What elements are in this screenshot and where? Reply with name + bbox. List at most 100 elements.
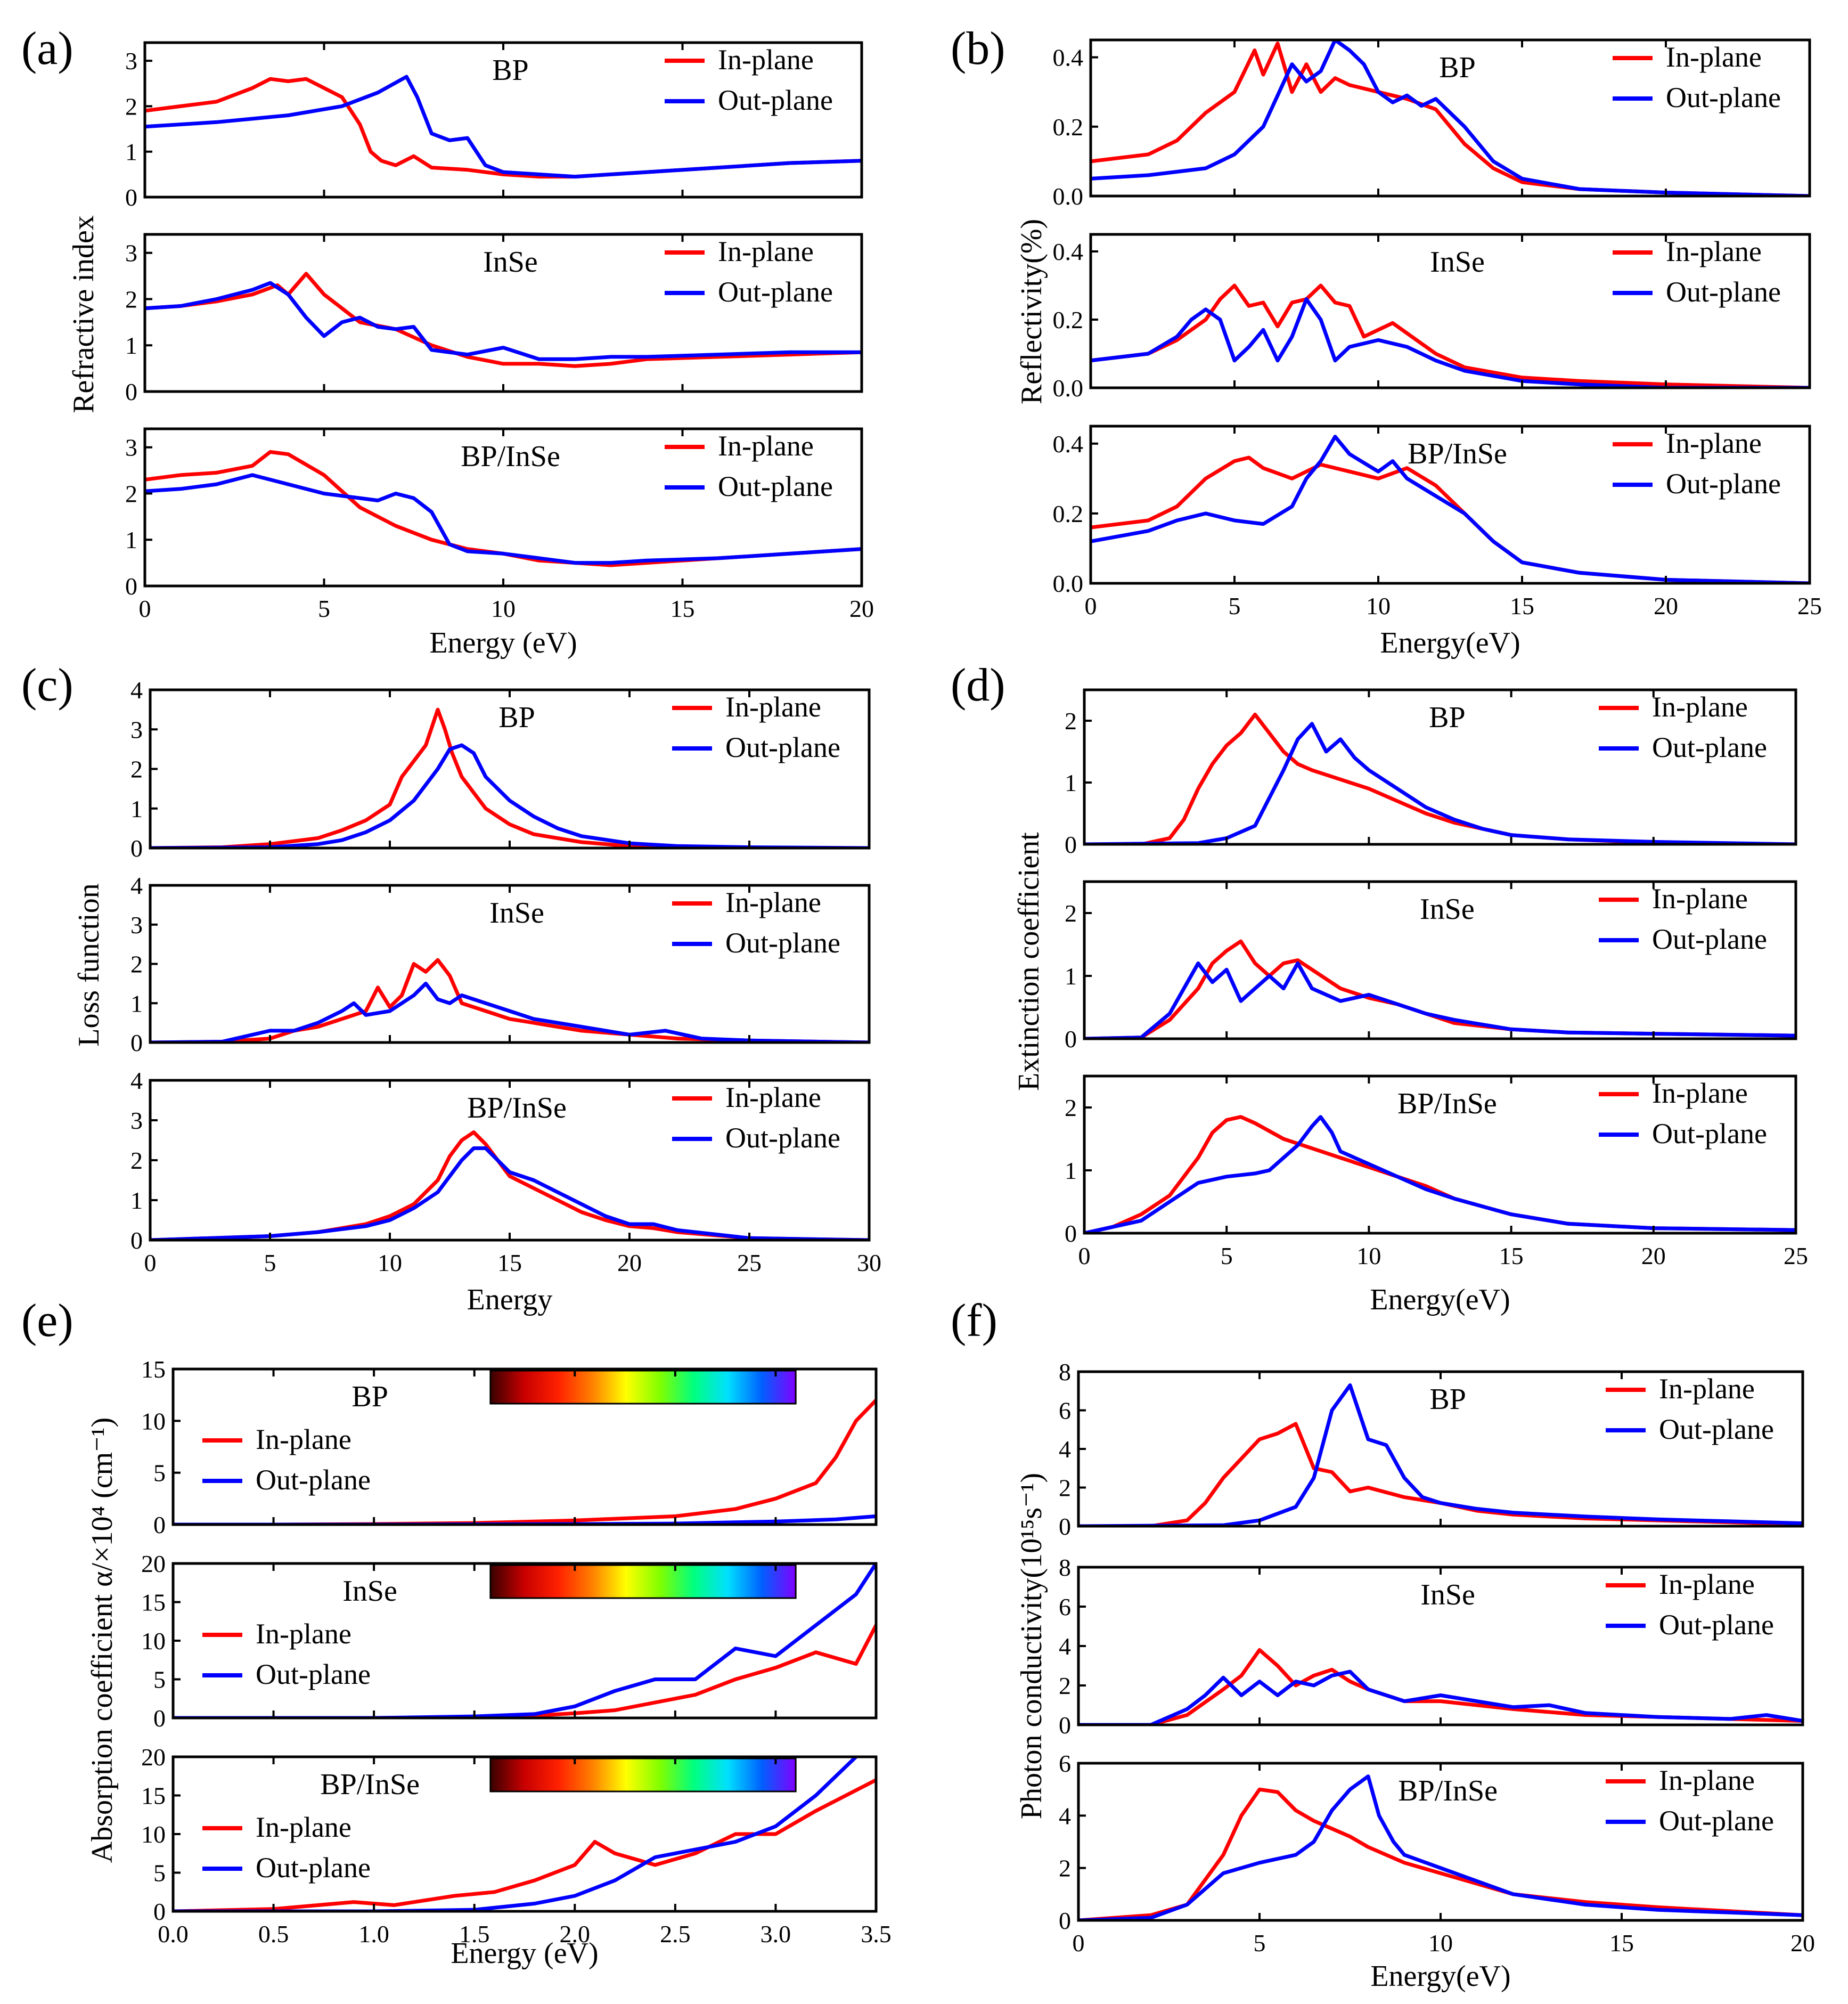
legend-label-in-plane: In-plane bbox=[256, 1811, 351, 1843]
x-tick-label: 0 bbox=[144, 1249, 157, 1276]
y-tick-label: 0.4 bbox=[1053, 430, 1084, 458]
panel-label: (c) bbox=[21, 659, 73, 711]
y-tick-label: 0 bbox=[1059, 1513, 1071, 1540]
y-tick-label: 1 bbox=[130, 795, 143, 822]
legend-label-in-plane: In-plane bbox=[1666, 41, 1762, 73]
legend-label-in-plane: In-plane bbox=[725, 886, 821, 918]
y-tick-label: 0 bbox=[1059, 1907, 1071, 1934]
legend-label-out-plane: Out-plane bbox=[1659, 1609, 1774, 1641]
y-tick-label: 4 bbox=[1059, 1633, 1071, 1660]
x-tick-label: 0 bbox=[1073, 1929, 1085, 1957]
y-tick-label: 0 bbox=[153, 1705, 166, 1732]
material-label: InSe bbox=[489, 897, 544, 930]
subplot-bp-inse: 0 5 10 15 20 0.0 0.5 1.0 1.5 2.0 2.5 3.0 3.5 BP/InSe I… bbox=[141, 1744, 892, 1948]
y-tick-label: 0.4 bbox=[1053, 44, 1084, 71]
series-line-out-plane bbox=[145, 473, 862, 565]
series-line-out-plane bbox=[150, 743, 869, 848]
material-label: BP/InSe bbox=[467, 1091, 567, 1125]
y-tick-label: 3 bbox=[130, 911, 143, 939]
panel-label: (a) bbox=[21, 23, 73, 75]
y-axis-label: Absorption coefficient α/×10⁴ (cm⁻¹) bbox=[86, 1418, 119, 1863]
y-tick-label: 0 bbox=[125, 378, 137, 405]
y-tick-label: 6 bbox=[1059, 1750, 1071, 1777]
x-tick-label: 25 bbox=[1797, 592, 1822, 620]
x-tick-label: 30 bbox=[857, 1249, 881, 1276]
y-tick-label: 2 bbox=[1059, 1855, 1071, 1882]
y-tick-label: 0.0 bbox=[1053, 183, 1084, 210]
legend-label-in-plane: In-plane bbox=[1652, 1077, 1748, 1109]
x-tick-label: 10 bbox=[1366, 592, 1391, 620]
y-tick-label: 0 bbox=[1059, 1712, 1071, 1739]
y-tick-label: 10 bbox=[141, 1627, 166, 1655]
x-tick-label: 25 bbox=[1784, 1242, 1808, 1269]
panel-f: (f) Photon conductivity(10¹⁵s⁻¹) Energy(eV… bbox=[951, 1295, 1815, 1993]
x-tick-label: 5 bbox=[1229, 592, 1241, 620]
x-axis-label: Energy bbox=[467, 1283, 553, 1316]
series-line-in-plane bbox=[145, 450, 862, 567]
legend-label-in-plane: In-plane bbox=[1652, 883, 1748, 915]
material-label: BP bbox=[498, 701, 535, 734]
legend-label-out-plane: Out-plane bbox=[256, 1852, 371, 1884]
panel-label: (b) bbox=[951, 23, 1005, 75]
y-tick-label: 15 bbox=[141, 1356, 166, 1383]
legend-label-out-plane: Out-plane bbox=[256, 1464, 371, 1496]
subplot-inse: 0 1 2 InSe In-plane Out-plane bbox=[1065, 880, 1797, 1053]
x-tick-label: 0 bbox=[139, 595, 151, 622]
x-tick-label: 3.0 bbox=[761, 1920, 791, 1948]
y-tick-label: 0.2 bbox=[1053, 500, 1084, 527]
y-tick-label: 1 bbox=[1065, 1157, 1077, 1184]
series-line-out-plane bbox=[145, 281, 862, 361]
y-tick-label: 2 bbox=[1059, 1672, 1071, 1699]
axes-frame bbox=[1089, 38, 1811, 198]
y-tick-label: 0.0 bbox=[1053, 570, 1084, 597]
series-line-out-plane bbox=[150, 1146, 869, 1240]
y-tick-label: 1 bbox=[1065, 769, 1077, 796]
x-tick-label: 2.5 bbox=[660, 1920, 691, 1948]
y-tick-label: 2 bbox=[125, 93, 137, 120]
series-line-in-plane bbox=[1078, 1422, 1803, 1526]
material-label: BP bbox=[1429, 1383, 1466, 1416]
legend-label-out-plane: Out-plane bbox=[1666, 276, 1781, 308]
y-tick-label: 0 bbox=[153, 1898, 166, 1925]
y-axis-label: Refractive index bbox=[67, 215, 100, 413]
material-label: InSe bbox=[1430, 246, 1485, 279]
x-axis-label: Energy(eV) bbox=[1370, 1960, 1510, 1993]
panel-label: (f) bbox=[951, 1295, 997, 1347]
series-line-out-plane bbox=[1084, 1115, 1796, 1233]
legend-label-in-plane: In-plane bbox=[718, 44, 814, 76]
x-tick-label: 20 bbox=[617, 1249, 642, 1276]
series-line-in-plane bbox=[173, 1778, 876, 1911]
x-tick-label: 0.5 bbox=[258, 1920, 289, 1948]
y-tick-label: 15 bbox=[141, 1589, 166, 1616]
axes-frame bbox=[1089, 233, 1811, 389]
material-label: BP bbox=[1429, 701, 1466, 734]
y-tick-label: 15 bbox=[141, 1782, 166, 1810]
legend-label-out-plane: Out-plane bbox=[1659, 1805, 1774, 1837]
panel-label: (d) bbox=[951, 659, 1005, 711]
series-line-in-plane bbox=[1078, 1648, 1803, 1725]
x-tick-label: 15 bbox=[1609, 1929, 1634, 1957]
material-label: BP bbox=[351, 1380, 388, 1413]
x-tick-label: 10 bbox=[491, 595, 516, 622]
y-tick-label: 5 bbox=[153, 1460, 166, 1487]
series-line-out-plane bbox=[1084, 961, 1796, 1039]
x-tick-label: 5 bbox=[1254, 1929, 1266, 1957]
legend-label-out-plane: Out-plane bbox=[1652, 923, 1767, 955]
subplot-bp: 0 2 4 6 8 BP In-plane Out-plane bbox=[1059, 1358, 1804, 1540]
x-tick-label: 20 bbox=[1641, 1242, 1666, 1269]
material-label: BP/InSe bbox=[461, 440, 560, 473]
y-tick-label: 6 bbox=[1059, 1397, 1071, 1424]
axes-frame bbox=[1083, 688, 1797, 846]
x-tick-label: 5 bbox=[318, 595, 330, 622]
y-tick-label: 4 bbox=[130, 872, 143, 899]
x-tick-label: 1.0 bbox=[358, 1920, 389, 1948]
subplot-bp-inse: 0.0 0.2 0.4 0 5 10 15 20 25 BP/InSe In-plane Out-pl… bbox=[1053, 425, 1822, 620]
y-tick-label: 4 bbox=[130, 677, 143, 704]
x-axis-label: Energy(eV) bbox=[1380, 626, 1520, 659]
axes-frame bbox=[171, 1367, 878, 1526]
axes-frame bbox=[1083, 880, 1797, 1040]
y-axis-label: Photon conductivity(10¹⁵s⁻¹) bbox=[1015, 1473, 1048, 1819]
subplot-bp: 0.0 0.2 0.4 BP In-plane Out-plane bbox=[1053, 38, 1811, 210]
material-label: BP bbox=[1439, 51, 1476, 84]
